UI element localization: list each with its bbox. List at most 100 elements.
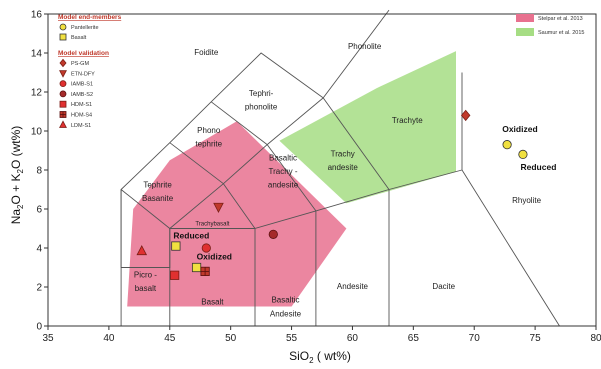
legend-item: IAMB-S2 — [71, 92, 93, 98]
point-iamb-s1 — [201, 243, 211, 253]
legend-item: Basalt — [71, 35, 87, 41]
region-1 — [279, 51, 456, 204]
legend-item: LDM-S1 — [71, 123, 91, 129]
x-tick-label: 55 — [286, 333, 298, 344]
point-pantellerite — [502, 140, 512, 150]
point-basalt — [191, 262, 202, 273]
axes: 35 40 45 50 55 60 65 70 75 80 0 2 4 6 8 10 12 14 16 — [31, 10, 601, 345]
legend: Model end-members Pantellerite Basalt Model… — [58, 14, 122, 129]
x-axis-label: SiO2 ( wt%) — [289, 349, 351, 365]
field-labels: Foidite Phonolite Tephri-phonolite Phono tep… — [134, 42, 542, 318]
field-label: tephrite — [195, 140, 222, 149]
field-label: andesite — [328, 163, 359, 172]
annotation: Reduced — [520, 162, 556, 172]
y-tick-label: 14 — [31, 49, 43, 60]
boundary-6 — [461, 72, 560, 327]
legend-marker — [59, 33, 67, 41]
legend-title-validation: Model validation — [58, 50, 109, 57]
y-tick-label: 16 — [31, 10, 43, 21]
point-basalt — [171, 241, 181, 251]
reference-regions — [127, 51, 456, 307]
legend-item: HDM-S4 — [71, 113, 92, 119]
field-label: Trachyte — [392, 116, 423, 125]
boundary-12 — [169, 142, 224, 185]
region-legend-swatch — [516, 28, 534, 36]
x-tick-label: 80 — [590, 333, 601, 344]
y-axis-label: Na2O + K2O (wt%) — [9, 126, 25, 225]
boundary-11 — [120, 189, 171, 229]
y-tick-label: 12 — [31, 88, 43, 99]
legend-marker — [59, 58, 67, 68]
x-tick-label: 70 — [469, 333, 481, 344]
legend-marker — [59, 120, 67, 128]
field-label: andesite — [268, 181, 299, 190]
x-tick-label: 40 — [103, 333, 115, 344]
x-tick-label: 75 — [530, 333, 542, 344]
legend-marker — [59, 90, 67, 98]
field-label: basalt — [135, 284, 157, 293]
point-hdm-s1 — [170, 270, 180, 280]
point-pantellerite — [518, 149, 528, 159]
annotation: Oxidized — [197, 252, 232, 262]
field-label: Basanite — [142, 194, 174, 203]
y-tick-label: 10 — [31, 127, 43, 138]
region-0 — [127, 121, 347, 307]
point-ldm-s1 — [136, 245, 148, 256]
y-tick-label: 8 — [36, 166, 42, 177]
legend-marker — [59, 80, 67, 87]
field-label: Trachybasalt — [195, 222, 229, 228]
data-points — [136, 109, 528, 280]
x-tick-label: 45 — [164, 333, 176, 344]
field-label: Picro - — [134, 270, 157, 279]
legend-item: IAMB-S1 — [71, 82, 93, 88]
legend-item: Pantellerite — [71, 25, 99, 31]
field-label: Dacite — [432, 282, 455, 291]
field-label: Foidite — [194, 48, 219, 57]
field-label: Rhyolite — [512, 196, 541, 205]
x-tick-label: 50 — [225, 333, 237, 344]
legend-marker — [59, 23, 67, 31]
boundary-13 — [210, 101, 268, 145]
region-legend-label: Stelpar et al. 2013 — [538, 16, 583, 22]
y-tick-label: 2 — [36, 283, 42, 294]
point-ps-gm — [460, 109, 471, 122]
field-label: Trachy - — [269, 167, 298, 176]
field-label: Tephri- — [249, 89, 274, 98]
legend-item: PS-GM — [71, 61, 89, 67]
y-tick-label: 6 — [36, 205, 42, 216]
region-legend: Stelpar et al. 2013 Saumur et al. 2015 — [516, 14, 584, 36]
x-tick-label: 60 — [347, 333, 359, 344]
boundary-1 — [121, 97, 324, 268]
point-iamb-s2 — [268, 229, 278, 239]
field-label: Phonolite — [348, 42, 382, 51]
region-legend-swatch — [516, 14, 534, 22]
boundary-9 — [266, 144, 317, 212]
field-label: Trachy — [331, 149, 355, 158]
legend-item: HDM-S1 — [71, 102, 92, 108]
field-label: phonolite — [245, 103, 278, 112]
boundary-8 — [223, 183, 256, 229]
y-tick-label: 4 — [36, 244, 42, 255]
boundary-10 — [322, 97, 390, 190]
field-label: Basalt — [201, 298, 224, 307]
field-label: Tephrite — [143, 181, 172, 190]
x-tick-label: 65 — [408, 333, 420, 344]
annotation: Oxidized — [502, 124, 537, 134]
x-tick-label: 35 — [42, 333, 54, 344]
point-etn-dfy — [213, 202, 224, 213]
legend-title-end-members: Model end-members — [58, 14, 122, 21]
legend-item: ETN-DFY — [71, 71, 95, 77]
legend-marker — [59, 100, 67, 108]
annotations: Oxidized Reduced Reduced Oxidized — [173, 124, 556, 262]
field-label: Basaltic — [271, 296, 299, 305]
field-label: Andesite — [270, 309, 302, 318]
annotation: Reduced — [173, 230, 209, 240]
field-boundaries — [120, 9, 560, 327]
legend-marker — [59, 70, 67, 78]
field-label: Phono — [197, 126, 221, 135]
field-label: Basaltic — [269, 153, 297, 162]
region-legend-label: Saumur et al. 2015 — [538, 30, 584, 36]
field-label: Andesite — [337, 282, 369, 291]
y-tick-label: 0 — [36, 322, 42, 333]
